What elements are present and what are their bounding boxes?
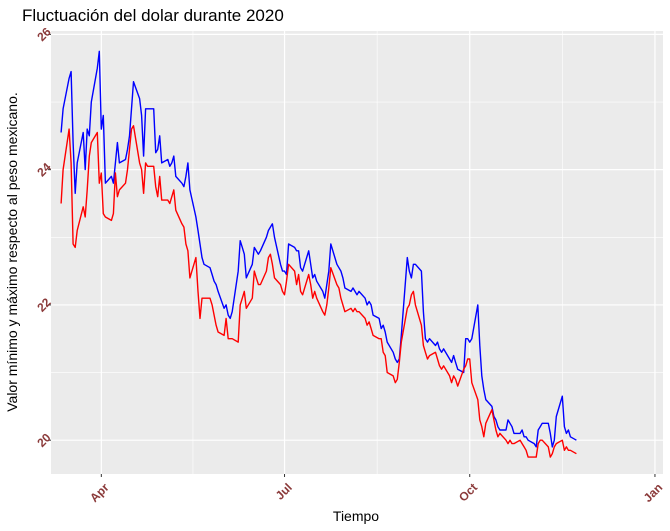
series-line-2 — [60, 124, 577, 458]
axis-ticks — [48, 33, 656, 477]
series-layer — [60, 50, 577, 458]
x-axis-title: Tiempo — [333, 508, 379, 524]
plot-panel — [51, 31, 663, 474]
y-axis-title: Valor mínimo y máximo respecto al peso m… — [4, 92, 20, 412]
chart-title: Fluctuación del dolar durante 2020 — [22, 6, 284, 25]
series-line-1 — [60, 50, 577, 448]
